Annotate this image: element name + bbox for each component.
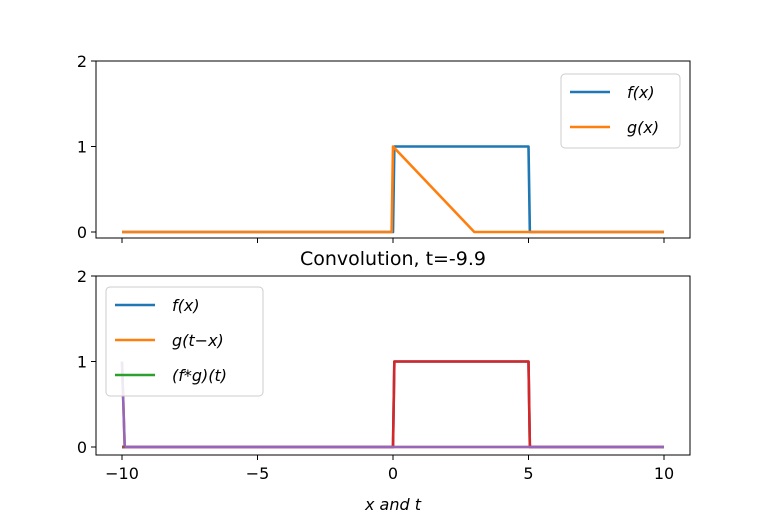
x-tick-label: −10 [105, 464, 139, 483]
legend-label: g(t−x) [172, 331, 224, 350]
y-tick-label: 2 [77, 52, 87, 71]
bottom-axes: 0 1 2 −10 −5 0 5 10 f(x) g(t−x) (f*g)(t) [77, 267, 691, 483]
x-axis-label: x and t [364, 495, 422, 512]
top-axes: 0 1 2 f(x) g(x) [77, 52, 691, 243]
x-tick-label: −5 [246, 464, 270, 483]
bottom-title: Convolution, t=-9.9 [300, 248, 486, 270]
legend-label: f(x) [172, 296, 200, 315]
x-tick-label: 0 [388, 464, 398, 483]
x-tick-label: 10 [654, 464, 674, 483]
y-tick-label: 1 [77, 138, 87, 157]
y-tick-label: 0 [77, 438, 87, 457]
series-line-gx [122, 145, 664, 234]
y-tick-label: 1 [77, 353, 87, 372]
x-tick-label: 5 [523, 464, 533, 483]
legend [105, 286, 264, 397]
y-tick-label: 2 [77, 267, 87, 286]
y-tick-label: 0 [77, 223, 87, 242]
legend-label: g(x) [627, 118, 659, 137]
legend-label: f(x) [627, 83, 655, 102]
legend-label: (f*g)(t) [172, 366, 227, 385]
legend [560, 73, 681, 149]
